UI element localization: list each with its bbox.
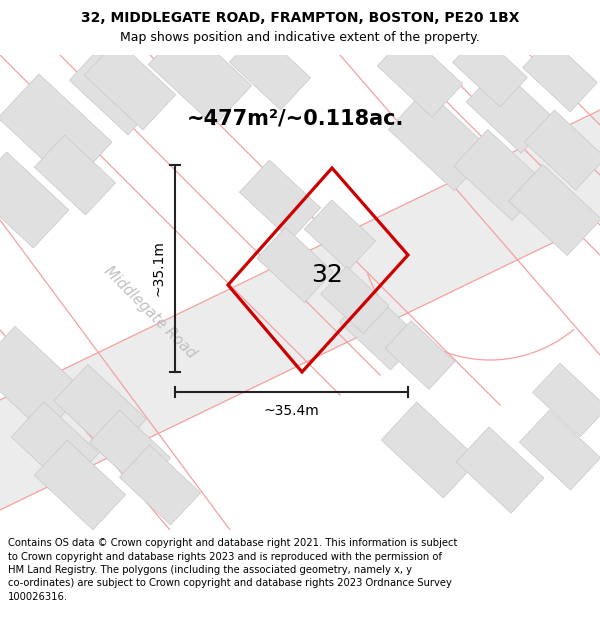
Text: 32, MIDDLEGATE ROAD, FRAMPTON, BOSTON, PE20 1BX: 32, MIDDLEGATE ROAD, FRAMPTON, BOSTON, P…	[81, 11, 519, 25]
Polygon shape	[11, 402, 99, 488]
Polygon shape	[119, 445, 200, 525]
Text: ~35.4m: ~35.4m	[263, 404, 319, 418]
Polygon shape	[388, 89, 491, 191]
Polygon shape	[377, 33, 463, 117]
Polygon shape	[520, 410, 600, 490]
Polygon shape	[34, 135, 116, 215]
Polygon shape	[257, 228, 333, 302]
Text: Contains OS data © Crown copyright and database right 2021. This information is : Contains OS data © Crown copyright and d…	[8, 538, 457, 548]
Polygon shape	[456, 427, 544, 513]
Polygon shape	[381, 402, 479, 498]
Polygon shape	[148, 24, 251, 126]
Polygon shape	[466, 67, 554, 153]
Text: ~35.1m: ~35.1m	[151, 241, 165, 296]
Polygon shape	[0, 326, 85, 434]
Text: 32: 32	[311, 263, 343, 287]
Text: HM Land Registry. The polygons (including the associated geometry, namely x, y: HM Land Registry. The polygons (includin…	[8, 565, 412, 575]
Polygon shape	[89, 410, 170, 490]
Polygon shape	[0, 110, 600, 510]
Polygon shape	[340, 290, 421, 370]
Polygon shape	[0, 152, 69, 248]
Text: Middlegate Road: Middlegate Road	[101, 263, 199, 361]
Polygon shape	[452, 33, 527, 107]
Polygon shape	[533, 363, 600, 437]
Polygon shape	[70, 45, 161, 135]
Text: co-ordinates) are subject to Crown copyright and database rights 2023 Ordnance S: co-ordinates) are subject to Crown copyr…	[8, 579, 452, 589]
Polygon shape	[85, 40, 176, 130]
Polygon shape	[524, 110, 600, 190]
Polygon shape	[229, 30, 311, 110]
Text: 100026316.: 100026316.	[8, 592, 68, 602]
Text: to Crown copyright and database rights 2023 and is reproduced with the permissio: to Crown copyright and database rights 2…	[8, 551, 442, 561]
Polygon shape	[321, 266, 389, 334]
Polygon shape	[523, 38, 598, 112]
Polygon shape	[304, 200, 376, 270]
Text: Map shows position and indicative extent of the property.: Map shows position and indicative extent…	[120, 31, 480, 44]
Polygon shape	[34, 440, 125, 530]
Polygon shape	[239, 160, 320, 240]
Polygon shape	[454, 129, 547, 221]
Polygon shape	[0, 74, 112, 186]
Text: ~477m²/~0.118ac.: ~477m²/~0.118ac.	[187, 108, 404, 128]
Polygon shape	[509, 164, 600, 256]
Polygon shape	[385, 321, 455, 389]
Polygon shape	[53, 364, 146, 456]
